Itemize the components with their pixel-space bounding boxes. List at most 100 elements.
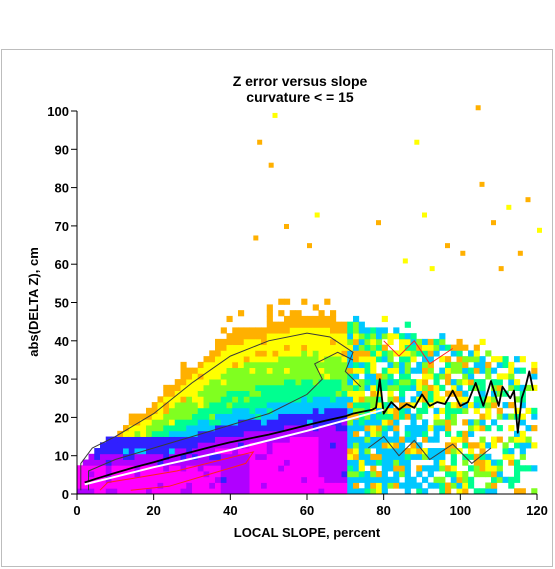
- heat-cell: [215, 488, 222, 495]
- heat-cell: [479, 361, 486, 369]
- heat-cell: [312, 390, 319, 397]
- outlier-cell: [517, 250, 523, 256]
- heat-cell: [255, 379, 262, 386]
- heat-cell: [335, 471, 342, 478]
- heat-cell: [157, 402, 164, 409]
- heat-cell: [370, 413, 377, 420]
- heat-cell: [370, 402, 377, 409]
- heat-cell: [404, 356, 411, 363]
- heat-cell: [330, 407, 337, 414]
- heat-cell: [307, 321, 314, 328]
- heat-cell: [330, 396, 337, 403]
- heat-cell: [491, 356, 498, 363]
- heat-cell: [261, 471, 268, 478]
- heat-cell: [174, 407, 181, 414]
- heat-cell: [266, 482, 273, 489]
- heat-cell: [393, 327, 400, 334]
- heat-cell: [301, 321, 308, 328]
- heat-cell: [341, 384, 348, 391]
- outlier-cell: [537, 227, 542, 233]
- heat-cell: [330, 344, 337, 351]
- heat-cell: [94, 482, 101, 489]
- heat-cell: [393, 453, 400, 460]
- heat-cell: [243, 419, 250, 426]
- heat-cell: [284, 367, 291, 374]
- heat-cell: [330, 453, 337, 460]
- heat-cell: [232, 344, 239, 351]
- heat-cell: [416, 407, 423, 414]
- heat-cell: [479, 471, 486, 478]
- heat-cell: [473, 442, 480, 449]
- heat-cell: [312, 304, 319, 311]
- heat-cell: [215, 350, 222, 357]
- heat-cell: [347, 333, 354, 340]
- heat-cell: [364, 373, 371, 380]
- heat-cell: [192, 488, 199, 495]
- heat-cell: [278, 476, 285, 483]
- heat-cell: [174, 482, 181, 489]
- heat-cell: [174, 384, 181, 391]
- heat-cell: [387, 333, 394, 340]
- heat-cell: [514, 471, 521, 478]
- heat-cell: [410, 350, 417, 357]
- heat-cell: [289, 442, 296, 449]
- heat-cell: [370, 356, 377, 363]
- heat-cell: [146, 436, 153, 443]
- heat-cell: [387, 465, 394, 472]
- heat-cell: [387, 425, 394, 432]
- y-tick-label: 70: [55, 219, 69, 234]
- heat-cell: [433, 453, 440, 460]
- heat-cell: [307, 442, 314, 449]
- heat-cell: [341, 402, 348, 409]
- heat-cell: [151, 402, 158, 409]
- heat-cell: [105, 482, 112, 489]
- heat-cell: [519, 384, 526, 391]
- heat-cell: [312, 476, 319, 483]
- heat-cell: [410, 402, 417, 409]
- heat-cell: [203, 459, 210, 466]
- heat-cell: [266, 453, 273, 460]
- heat-cell: [324, 459, 331, 466]
- heat-cell: [330, 459, 337, 466]
- heat-cell: [278, 338, 285, 346]
- heat-cell: [261, 327, 268, 334]
- heat-cell: [295, 390, 302, 397]
- heat-cell: [479, 396, 486, 403]
- heat-cell: [376, 390, 383, 397]
- heat-cell: [330, 465, 337, 472]
- heat-cell: [203, 413, 210, 420]
- heat-cell: [134, 442, 141, 449]
- heat-cell: [151, 407, 158, 414]
- heat-cell: [433, 476, 440, 483]
- heat-cell: [111, 482, 118, 489]
- heat-cell: [249, 402, 256, 409]
- heat-cell: [353, 430, 360, 437]
- heat-cell: [192, 402, 199, 409]
- heat-cell: [479, 367, 486, 374]
- heat-cell: [450, 471, 457, 478]
- heat-cell: [399, 459, 406, 466]
- heat-cell: [215, 356, 222, 363]
- heat-cell: [370, 459, 377, 466]
- heat-cell: [410, 453, 417, 460]
- heat-cell: [531, 425, 538, 432]
- heat-cell: [249, 407, 256, 414]
- heat-cell: [404, 430, 411, 437]
- heat-cell: [496, 390, 503, 397]
- heat-cell: [330, 471, 337, 478]
- heat-cell: [330, 315, 337, 323]
- heat-cell: [255, 419, 262, 426]
- heat-cell: [307, 482, 314, 489]
- heat-cell: [485, 361, 492, 369]
- heat-cell: [289, 327, 296, 334]
- heat-cell: [197, 459, 204, 466]
- heat-cell: [450, 465, 457, 472]
- heat-cell: [77, 465, 84, 472]
- heat-cell: [381, 465, 388, 472]
- heat-cell: [439, 488, 446, 495]
- heat-cell: [318, 476, 325, 483]
- heat-cell: [134, 471, 141, 478]
- heat-cell: [186, 459, 193, 466]
- heat-cell: [203, 356, 210, 363]
- heat-cell: [462, 373, 469, 380]
